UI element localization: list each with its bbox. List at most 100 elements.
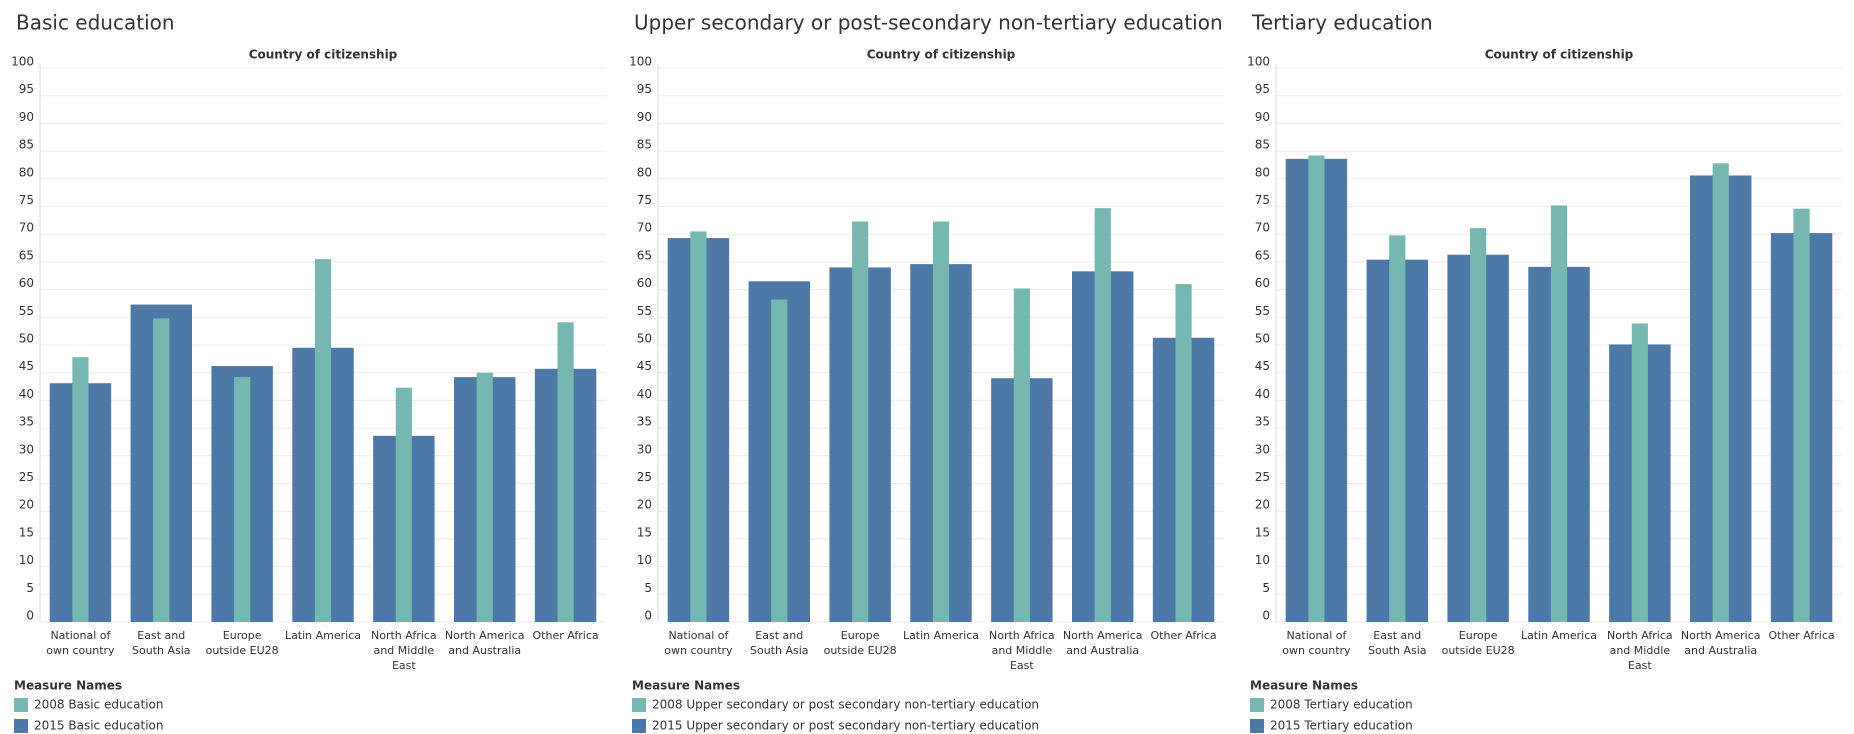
legend-label: 2008 Tertiary education — [1270, 698, 1413, 712]
y-tick-label: 35 — [19, 415, 34, 429]
y-tick-label: 25 — [637, 470, 652, 484]
bar-2008 — [1308, 155, 1325, 623]
y-tick-label: 15 — [1255, 525, 1270, 539]
y-tick-label: 35 — [1255, 415, 1270, 429]
y-tick-label: 60 — [637, 276, 652, 290]
legend-swatch — [14, 719, 28, 733]
bar-2008 — [1013, 288, 1030, 622]
x-tick-label: Other Africa — [1150, 629, 1217, 642]
y-tick-label: 20 — [1255, 498, 1270, 512]
y-tick-label: 60 — [1255, 276, 1270, 290]
x-axis-title: Country of citizenship — [867, 48, 1016, 62]
legend-title: Measure Names — [1250, 679, 1358, 693]
x-tick-label: Other Africa — [532, 629, 599, 642]
y-tick-label: 70 — [1255, 221, 1270, 235]
chart-title: Tertiary education — [1251, 11, 1433, 35]
bar-2008 — [153, 318, 170, 622]
y-tick-label: 70 — [637, 221, 652, 235]
y-tick-label: 100 — [1247, 55, 1270, 69]
y-tick-label: 85 — [19, 138, 34, 152]
x-tick-label: Other Africa — [1768, 629, 1835, 642]
y-tick-label: 60 — [19, 276, 34, 290]
y-tick-label: 5 — [1262, 581, 1270, 595]
y-tick-label: 90 — [637, 110, 652, 124]
y-tick-label: 95 — [19, 82, 34, 96]
y-tick-label: 50 — [637, 332, 652, 346]
bar-2008 — [1094, 208, 1111, 623]
y-tick-label: 45 — [19, 359, 34, 373]
y-tick-label: 80 — [1255, 165, 1270, 179]
y-tick-label: 10 — [637, 553, 652, 567]
y-tick-label: 50 — [19, 332, 34, 346]
bar-2008 — [557, 322, 574, 622]
x-tick-label: North America and Australia — [1680, 629, 1761, 657]
y-tick-label: 5 — [26, 581, 34, 595]
y-tick-label: 75 — [1255, 193, 1270, 207]
bar-2008 — [771, 299, 788, 622]
legend-swatch — [14, 698, 28, 712]
y-tick-label: 100 — [629, 55, 652, 69]
y-tick-label: 95 — [637, 82, 652, 96]
y-tick-label: 75 — [19, 193, 34, 207]
legend-swatch — [632, 719, 646, 733]
legend-label: 2008 Upper secondary or post secondary n… — [652, 698, 1039, 712]
y-tick-label: 25 — [1255, 470, 1270, 484]
x-tick-label: East and South Asia — [132, 629, 191, 657]
y-tick-label: 75 — [637, 193, 652, 207]
y-tick-label: 100 — [11, 55, 34, 69]
y-tick-label: 50 — [1255, 332, 1270, 346]
x-tick-label: Europe outside EU28 — [1441, 629, 1515, 657]
y-tick-label: 65 — [637, 248, 652, 262]
bar-2008 — [1712, 163, 1729, 622]
y-tick-label: 85 — [1255, 138, 1270, 152]
y-tick-label: 15 — [637, 525, 652, 539]
bar-2008 — [1470, 228, 1487, 622]
bar-2008 — [234, 377, 251, 622]
y-tick-label: 5 — [644, 581, 652, 595]
x-tick-label: Latin America — [284, 629, 362, 642]
x-axis-title: Country of citizenship — [1485, 48, 1634, 62]
x-tick-label: North Africa and Middle East — [989, 629, 1055, 672]
y-tick-label: 85 — [637, 138, 652, 152]
legend-label: 2015 Upper secondary or post secondary n… — [652, 719, 1039, 733]
bar-2008 — [1550, 205, 1568, 622]
y-tick-label: 45 — [637, 359, 652, 373]
legend-title: Measure Names — [14, 679, 122, 693]
bar-2008 — [1389, 235, 1406, 623]
x-tick-label: Latin America — [1520, 629, 1598, 642]
y-tick-label: 65 — [19, 248, 34, 262]
x-axis-title: Country of citizenship — [249, 48, 398, 62]
bar-2008 — [395, 387, 412, 622]
bar-2008 — [1175, 284, 1192, 622]
y-tick-label: 95 — [1255, 82, 1270, 96]
y-tick-label: 20 — [637, 498, 652, 512]
legend-title: Measure Names — [632, 679, 740, 693]
x-tick-label: National of own country — [46, 629, 115, 657]
bar-2008 — [314, 259, 332, 622]
y-tick-label: 55 — [19, 304, 34, 318]
x-tick-label: East and South Asia — [1368, 629, 1427, 657]
y-tick-label: 55 — [1255, 304, 1270, 318]
x-tick-label: North America and Australia — [1062, 629, 1143, 657]
y-tick-label: 70 — [19, 221, 34, 235]
legend-label: 2008 Basic education — [34, 698, 163, 712]
y-tick-label: 40 — [19, 387, 34, 401]
x-tick-label: National of own country — [1282, 629, 1351, 657]
y-tick-label: 25 — [19, 470, 34, 484]
y-tick-label: 65 — [1255, 248, 1270, 262]
bar-2008 — [476, 372, 493, 622]
y-tick-label: 0 — [1262, 609, 1270, 623]
y-tick-label: 10 — [1255, 553, 1270, 567]
bar-2008 — [690, 231, 707, 622]
y-tick-label: 55 — [637, 304, 652, 318]
y-tick-label: 10 — [19, 553, 34, 567]
y-tick-label: 35 — [637, 415, 652, 429]
bar-2008 — [1793, 208, 1810, 622]
x-tick-label: North America and Australia — [444, 629, 525, 657]
x-tick-label: North Africa and Middle East — [1607, 629, 1673, 672]
x-tick-label: Latin America — [902, 629, 980, 642]
x-tick-label: Europe outside EU28 — [205, 629, 279, 657]
y-tick-label: 15 — [19, 525, 34, 539]
